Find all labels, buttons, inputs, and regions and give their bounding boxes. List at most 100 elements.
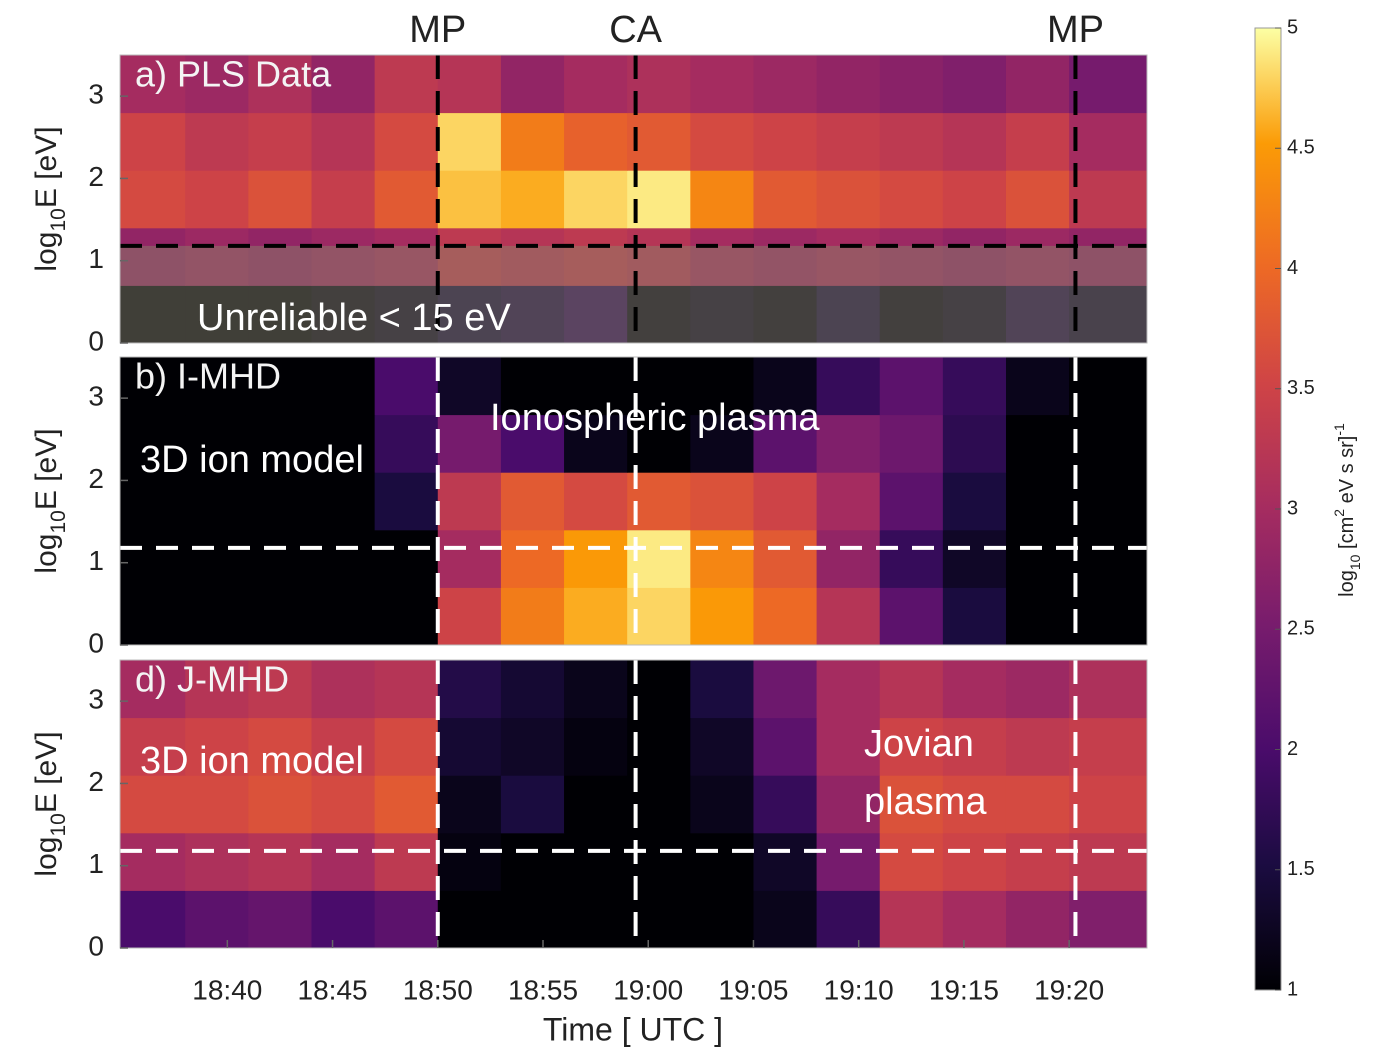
- heat-cell: [879, 832, 944, 891]
- heat-cell: [627, 775, 691, 834]
- heat-cell: [185, 660, 249, 719]
- heat-cell: [816, 227, 881, 286]
- heat-cell: [437, 660, 502, 719]
- heat-cell: [311, 529, 376, 588]
- heat-cell: [500, 55, 565, 114]
- heat-cell: [437, 55, 502, 114]
- y-tick-label: 0: [88, 627, 104, 658]
- heat-cell: [374, 357, 439, 416]
- heat-cell: [753, 227, 818, 286]
- heat-cell: [1005, 55, 1070, 114]
- heat-cell: [564, 660, 628, 719]
- heat-cell: [248, 717, 313, 776]
- heat-cell: [942, 717, 1007, 776]
- heat-cell: [311, 587, 376, 646]
- heat-cell: [690, 890, 754, 949]
- heat-cell: [879, 227, 944, 286]
- heat-cell: [248, 890, 313, 949]
- annotation: Jovian: [864, 723, 974, 765]
- heat-cell: [690, 587, 754, 646]
- heat-cell: [437, 890, 502, 949]
- colorbar-tick-label: 2: [1287, 738, 1298, 760]
- y-tick-label: 3: [88, 684, 104, 715]
- heat-cell: [185, 472, 249, 531]
- colorbar-tick-label: 2.5: [1287, 618, 1315, 640]
- heat-cell: [500, 890, 565, 949]
- heat-cell: [1069, 55, 1148, 114]
- annotation: Ionospheric plasma: [490, 397, 820, 439]
- heat-cell: [374, 112, 439, 171]
- label-part: eV s sr]: [1336, 436, 1358, 509]
- label-part: log: [30, 837, 63, 877]
- heat-cell: [564, 227, 628, 286]
- heat-cell: [816, 660, 881, 719]
- heat-cell: [185, 357, 249, 416]
- label-part: log: [30, 534, 63, 574]
- heat-cell: [816, 472, 881, 531]
- heat-cell: [564, 357, 628, 416]
- heat-cell: [816, 285, 881, 344]
- heat-cell: [1005, 890, 1070, 949]
- heat-cell: [500, 472, 565, 531]
- heat-cell: [879, 112, 944, 171]
- heat-cell: [120, 112, 186, 171]
- heat-cell: [627, 472, 691, 531]
- heat-cell: [753, 55, 818, 114]
- heat-cell: [816, 112, 881, 171]
- label-part: E [eV]: [30, 126, 63, 208]
- heat-cell: [1005, 587, 1070, 646]
- heat-cell: [374, 227, 439, 286]
- heat-cell: [120, 414, 186, 473]
- heat-cell: [627, 717, 691, 776]
- heat-cell: [753, 472, 818, 531]
- heat-cell: [374, 587, 439, 646]
- heat-cell: [564, 832, 628, 891]
- heat-cell: [564, 529, 628, 588]
- heat-cell: [500, 285, 565, 344]
- heat-cell: [627, 55, 691, 114]
- y-tick-label: 2: [88, 161, 104, 192]
- label-part: -1: [1331, 423, 1347, 436]
- panel-frame: [119, 356, 1148, 646]
- heat-cell: [1005, 832, 1070, 891]
- colorbar-tick-label: 1: [1287, 978, 1298, 1000]
- heat-cell: [437, 170, 502, 229]
- heat-cell: [185, 832, 249, 891]
- heat-cell: [1069, 357, 1148, 416]
- heat-cell: [942, 472, 1007, 531]
- heat-cell: [816, 414, 881, 473]
- heat-cell: [437, 414, 502, 473]
- heat-cell: [311, 285, 376, 344]
- y-tick-label: 2: [88, 463, 104, 494]
- colorbar-label: log10 [cm2 eV s sr]-1: [1331, 423, 1363, 597]
- panel-title: b) I-MHD: [135, 356, 281, 397]
- heat-cell: [374, 775, 439, 834]
- heat-cell: [374, 890, 439, 949]
- heat-cell: [311, 55, 376, 114]
- heat-cell: [120, 170, 186, 229]
- heat-cell: [942, 285, 1007, 344]
- heat-cell: [690, 55, 754, 114]
- heat-cell: [690, 832, 754, 891]
- heat-cell: [564, 285, 628, 344]
- heat-cell: [500, 717, 565, 776]
- heat-cell: [564, 717, 628, 776]
- heat-cell: [437, 472, 502, 531]
- heat-cell: [437, 529, 502, 588]
- heat-cell: [690, 357, 754, 416]
- heat-cell: [1069, 170, 1148, 229]
- heat-cell: [437, 775, 502, 834]
- event-label: MP: [409, 9, 466, 51]
- heat-cell: [1005, 112, 1070, 171]
- heat-cell: [627, 112, 691, 171]
- heat-cell: [942, 529, 1007, 588]
- x-tick-label: 19:15: [929, 974, 999, 1005]
- heat-cell: [311, 832, 376, 891]
- heat-cell: [879, 55, 944, 114]
- heat-cell: [185, 227, 249, 286]
- heat-cell: [120, 357, 186, 416]
- heat-cell: [690, 285, 754, 344]
- heat-cell: [1069, 660, 1148, 719]
- heat-cell: [374, 170, 439, 229]
- y-axis-label: log10E [eV]: [30, 428, 70, 573]
